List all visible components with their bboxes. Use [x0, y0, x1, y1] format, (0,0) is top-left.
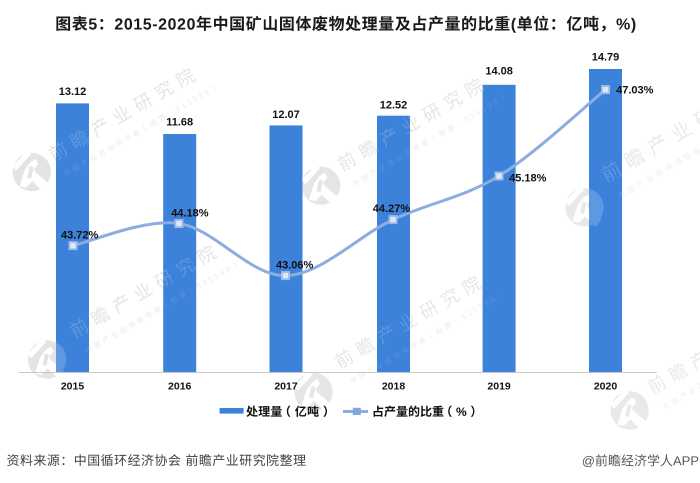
svg-text:44.18%: 44.18%: [171, 207, 209, 219]
svg-text:2017: 2017: [274, 381, 298, 393]
svg-text:2019: 2019: [487, 381, 511, 393]
svg-text:13.12: 13.12: [59, 86, 87, 98]
svg-text:11.68: 11.68: [166, 116, 193, 128]
svg-text:14.08: 14.08: [485, 66, 513, 78]
svg-text:44.27%: 44.27%: [373, 203, 411, 215]
svg-text:47.03%: 47.03%: [616, 85, 654, 97]
svg-text:12.52: 12.52: [380, 100, 408, 112]
svg-text:43.06%: 43.06%: [276, 260, 314, 272]
svg-text:2020: 2020: [594, 381, 618, 393]
svg-text:43.72%: 43.72%: [61, 229, 99, 241]
svg-text:2015: 2015: [61, 381, 85, 393]
svg-text:14.79: 14.79: [592, 51, 620, 63]
svg-text:2016: 2016: [168, 381, 192, 393]
svg-text:45.18%: 45.18%: [509, 173, 547, 185]
svg-text:2018: 2018: [382, 381, 406, 393]
svg-text:12.07: 12.07: [272, 109, 300, 121]
